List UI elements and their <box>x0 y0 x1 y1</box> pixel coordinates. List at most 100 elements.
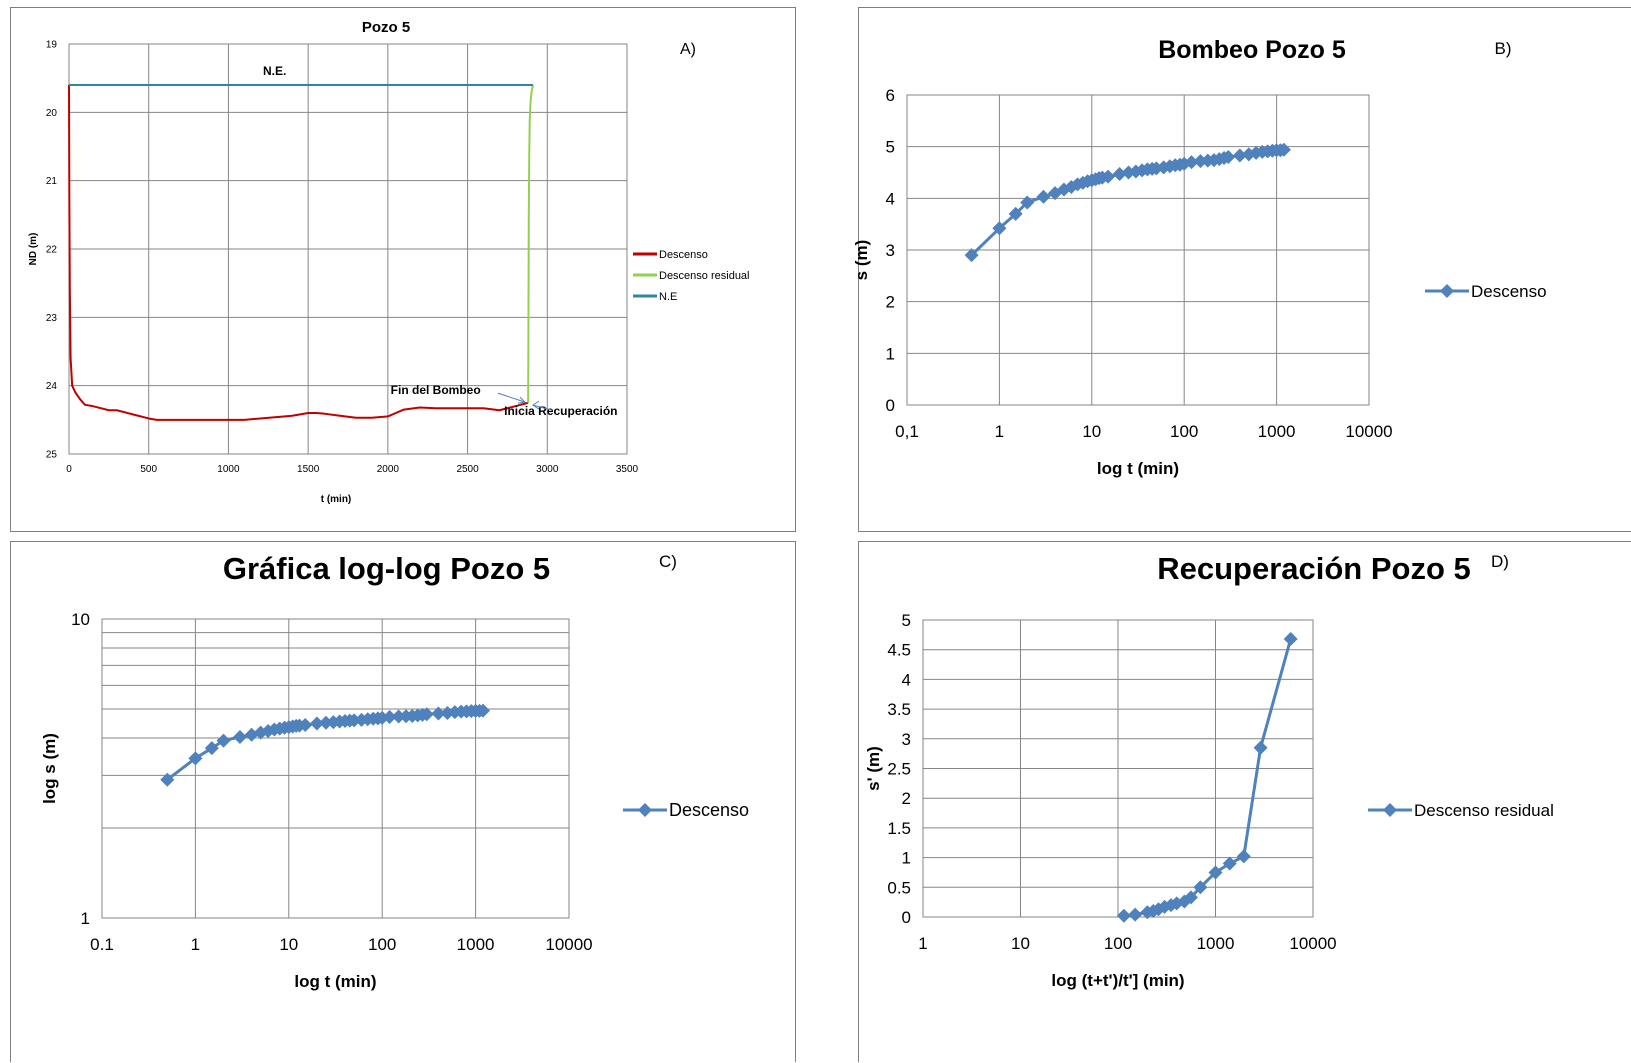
chart-c-x-axis-label: log t (min) <box>294 972 376 991</box>
chart-c-data-point <box>431 706 446 721</box>
chart-d-data-point <box>1208 865 1223 880</box>
chart-d-data-point <box>1116 908 1131 923</box>
chart-d-x-tick-label: 1000 <box>1197 934 1235 953</box>
chart-b-data-point <box>1112 167 1127 182</box>
chart-c-x-tick-label: 0.1 <box>90 935 114 954</box>
chart-c-panel-label: C) <box>659 552 677 571</box>
chart-c-data-point <box>382 710 397 725</box>
chart-b-x-tick-label: 1 <box>995 422 1004 441</box>
chart-d-panel-label: D) <box>1491 552 1509 571</box>
chart-b-y-tick-label: 0 <box>886 396 895 415</box>
chart-a-y-tick-label: 19 <box>46 40 58 51</box>
chart-d-legend-marker <box>1383 803 1397 817</box>
chart-c-data-point <box>188 751 203 766</box>
chart-d-data-point <box>1236 849 1251 864</box>
chart-d-data-point <box>1253 740 1268 755</box>
chart-d-legend-label: Descenso residual <box>1414 801 1554 820</box>
chart-a-x-axis-label: t (min) <box>321 494 352 505</box>
chart-c-data-point <box>419 707 434 722</box>
chart-b-y-tick-label: 2 <box>886 293 895 312</box>
chart-d-data-point <box>1140 905 1155 920</box>
chart-c-x-tick-label: 1000 <box>457 935 495 954</box>
chart-a-y-tick-label: 21 <box>46 176 58 187</box>
chart-a-panel-label: A) <box>680 41 696 58</box>
chart-a-annotation-arrow <box>532 404 553 411</box>
chart-a-y-tick-label: 24 <box>46 381 58 392</box>
chart-c-data-point <box>160 772 175 787</box>
chart-b-data-point <box>1048 186 1063 201</box>
chart-b-data-point <box>1276 142 1291 157</box>
chart-b-data-point <box>1101 169 1116 184</box>
chart-c-data-point <box>298 718 313 733</box>
chart-a-annotation: Inicia Recuperación <box>504 404 617 418</box>
chart-c-data-point <box>216 733 231 748</box>
chart-d-svg: 1 10 100 1000 10000 0 0.5 1 1.5 2 2.5 3 3.5 4 4.5 5 Recu… <box>864 551 1554 990</box>
chart-c-title: Gráfica log-log Pozo 5 <box>223 551 550 586</box>
chart-c-x-tick-label: 10 <box>279 935 298 954</box>
chart-a-y-tick-label: 25 <box>46 450 58 461</box>
chart-a-x-tick-label: 1000 <box>217 464 240 475</box>
chart-d-y-tick-label: 0 <box>902 908 911 927</box>
chart-c-y-axis-label: log s (m) <box>40 733 59 804</box>
chart-a-x-tick-label: 3500 <box>616 464 639 475</box>
chart-panel-b: 0,1 1 10 100 1000 10000 0 1 2 3 4 5 6 Bombeo Pozo 5 B)… <box>852 7 1631 532</box>
chart-d-y-tick-label: 3.5 <box>887 700 911 719</box>
chart-c-data-point <box>309 716 324 731</box>
chart-c-data-point <box>232 730 247 745</box>
chart-a-x-tick-label: 0 <box>66 464 72 475</box>
chart-b-y-tick-label: 5 <box>886 138 895 157</box>
chart-a-x-tick-label: 3000 <box>536 464 559 475</box>
chart-b-data-point <box>992 221 1007 236</box>
chart-d-x-tick-label: 10 <box>1011 934 1030 953</box>
chart-b-data-point <box>1056 182 1071 197</box>
chart-d-y-tick-label: 5 <box>902 611 911 630</box>
chart-d-y-tick-label: 2 <box>902 789 911 808</box>
chart-b-x-axis-label: log t (min) <box>1097 459 1179 478</box>
chart-panel-c: 0.1 1 10 100 1000 10000 1 10 Gráfica log-log Poz… <box>10 541 796 1062</box>
chart-b-data-point <box>1036 189 1051 204</box>
chart-d-x-tick-label: 1 <box>918 934 927 953</box>
chart-c-plot-area <box>101 618 570 919</box>
chart-a-annotation-arrow <box>497 392 526 403</box>
chart-d-data-point <box>1183 890 1198 905</box>
chart-d-title: Recuperación Pozo 5 <box>1157 551 1471 586</box>
chart-d-y-tick-label: 4 <box>902 670 911 689</box>
chart-d-x-axis-label: log (t+t')/t'] (min) <box>1051 971 1184 990</box>
chart-d-data-point <box>1222 856 1237 871</box>
chart-d-y-tick-label: 3 <box>902 730 911 749</box>
chart-d-y-tick-label: 1 <box>902 849 911 868</box>
chart-c-y-tick-label: 1 <box>81 909 90 928</box>
chart-c-x-tick-label: 10000 <box>545 935 592 954</box>
chart-a-x-tick-label: 1500 <box>297 464 320 475</box>
chart-b-y-tick-label: 1 <box>886 344 895 363</box>
chart-b-data-point <box>1249 145 1264 160</box>
chart-b-y-tick-label: 4 <box>886 189 895 208</box>
chart-b-y-tick-label: 3 <box>886 241 895 260</box>
chart-c-data-point <box>261 724 276 739</box>
chart-b-data-point <box>1221 150 1236 164</box>
chart-a-y-tick-label: 22 <box>46 245 58 256</box>
chart-a-x-tick-label: 500 <box>140 464 157 475</box>
chart-a-legend-label: Descenso residual <box>659 270 750 282</box>
chart-a-x-tick-label: 2000 <box>377 464 400 475</box>
chart-b-x-tick-label: 100 <box>1170 422 1198 441</box>
chart-b-x-tick-label: 1000 <box>1258 422 1296 441</box>
chart-a-title: Pozo 5 <box>362 19 410 36</box>
chart-c-data-point <box>475 703 490 718</box>
chart-d-x-tick-label: 10000 <box>1289 934 1336 953</box>
chart-b-svg: 0,1 1 10 100 1000 10000 0 1 2 3 4 5 6 Bombeo Pozo 5 B)… <box>852 36 1547 478</box>
chart-panel-d: 1 10 100 1000 10000 0 0.5 1 1.5 2 2.5 3 3.5 4 4.5 5 Recu… <box>858 541 1631 1062</box>
chart-panel-a: 0 500 1000 1500 2000 2500 3000 3500 19 20 21 22 23 24… <box>10 7 796 532</box>
chart-b-data-point <box>1232 148 1247 163</box>
chart-a-x-tick-label: 2500 <box>456 464 479 475</box>
chart-c-x-tick-label: 1 <box>191 935 200 954</box>
chart-b-data-point <box>1121 165 1136 180</box>
chart-d-data-point <box>1151 902 1166 917</box>
chart-d-data-point <box>1283 632 1298 647</box>
chart-a-series-line-descenso <box>68 84 529 421</box>
chart-c-legend-marker <box>638 803 652 817</box>
chart-a-y-axis-label: ND (m) <box>28 233 39 266</box>
chart-c-x-tick-label: 100 <box>368 935 396 954</box>
chart-a-annotation: Fin del Bombeo <box>391 383 481 397</box>
chart-b-legend-marker <box>1440 284 1454 298</box>
